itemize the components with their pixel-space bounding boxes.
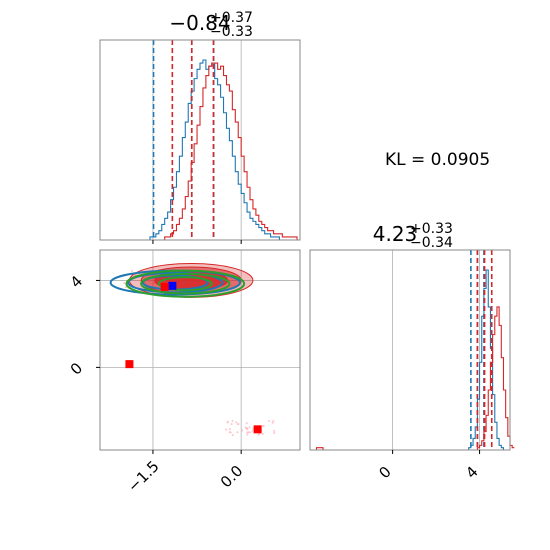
joint-ytick-label-0: 0	[67, 359, 86, 378]
scatter-point-0-27	[246, 433, 249, 436]
scatter-point-0-16	[231, 419, 234, 422]
scatter-point-0-30	[273, 429, 276, 432]
marker-3	[253, 425, 262, 434]
scatter-point-1-12	[124, 286, 127, 289]
marginal-x-panel	[99, 39, 301, 244]
contour-2-0	[125, 269, 246, 298]
scatter-point-0-0	[248, 426, 251, 429]
scatter-point-0-37	[267, 420, 270, 423]
scatter-point-0-20	[241, 429, 244, 432]
scatter-point-0-22	[235, 421, 238, 424]
panel-frame	[99, 39, 301, 241]
right-tick-label-0: 0	[375, 463, 394, 482]
scatter-point-0-18	[251, 429, 254, 432]
marginal-x-title-sub: −0.33	[210, 24, 253, 40]
joint-panel: −1.5 0.0 0 4	[67, 249, 301, 496]
marginal-y-title: 4.23	[373, 222, 418, 246]
marker-0	[168, 281, 177, 290]
histogram-series-0	[310, 269, 510, 451]
scatter-point-0-28	[225, 428, 228, 431]
marginal-y-title-sup: +0.33	[410, 221, 453, 237]
scatter-point-0-36	[236, 423, 239, 426]
histogram-series-0	[100, 59, 300, 241]
marginal-y-title-base: 4.23	[373, 222, 418, 246]
joint-ytick-label-1: 4	[67, 272, 86, 291]
scatter-point-0-21	[226, 420, 229, 423]
scatter-point-0-38	[271, 421, 274, 424]
right-tick-label-1: 4	[462, 463, 481, 482]
marginal-x-title-sup: +0.37	[210, 10, 253, 26]
scatter-point-1-7	[130, 269, 133, 272]
marginal-x-title-base: −0.84	[169, 11, 230, 35]
scatter-point-0-26	[229, 431, 232, 434]
marginal-x-title: −0.84	[169, 11, 230, 35]
kl-annotation: KL = 0.0905	[385, 150, 490, 170]
marker-2	[125, 360, 134, 369]
marginal-y-title-sub: −0.34	[410, 235, 453, 251]
scatter-point-1-5	[123, 282, 126, 285]
scatter-point-0-11	[272, 420, 275, 423]
panel-frame	[309, 249, 511, 451]
scatter-point-0-7	[248, 431, 251, 434]
scatter-point-0-12	[228, 428, 231, 431]
scatter-point-0-35	[261, 432, 264, 435]
joint-xtick-label-0: −1.5	[124, 457, 162, 495]
scatter-point-0-33	[246, 428, 249, 431]
scatter-point-0-13	[273, 431, 276, 434]
scatter-point-0-39	[262, 425, 265, 428]
marker-1	[160, 282, 169, 291]
histogram-series-1	[100, 62, 300, 241]
scatter-point-0-32	[245, 422, 248, 425]
joint-xtick-label-1: 0.0	[217, 462, 247, 492]
scatter-point-0-19	[230, 423, 233, 426]
contour-2-2	[157, 276, 213, 292]
scatter-point-0-10	[231, 434, 234, 437]
contour-2-1	[140, 272, 231, 295]
joint-frame	[99, 249, 301, 451]
scatter-point-0-23	[247, 431, 250, 434]
scatter-point-0-34	[236, 431, 239, 434]
